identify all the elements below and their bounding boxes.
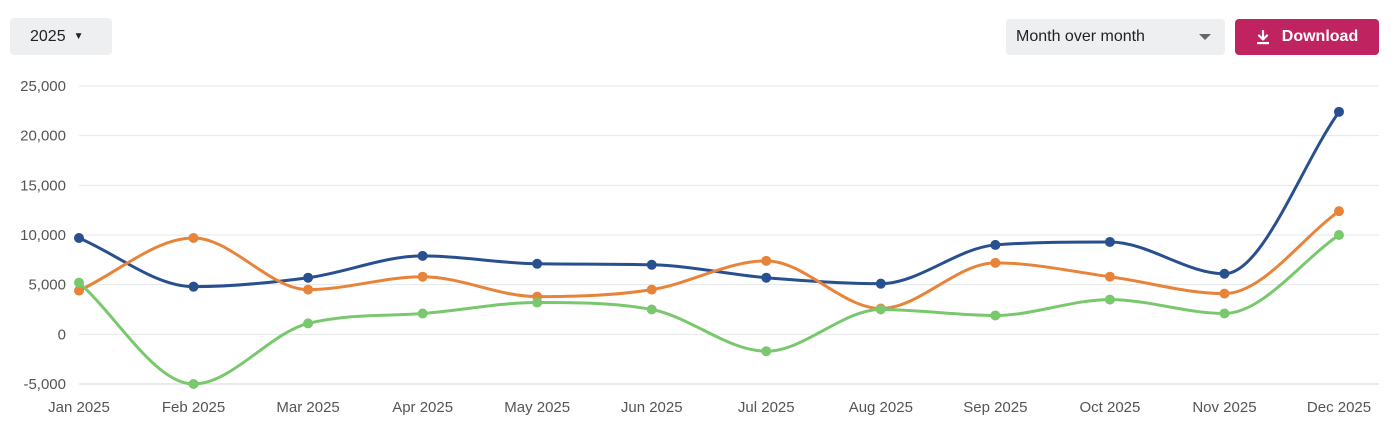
data-point[interactable] bbox=[761, 346, 772, 357]
data-point[interactable] bbox=[646, 259, 657, 270]
series-line-3 bbox=[77, 233, 1341, 386]
data-point[interactable] bbox=[188, 232, 199, 243]
x-tick-label: Aug 2025 bbox=[849, 399, 913, 416]
data-point[interactable] bbox=[761, 255, 772, 266]
data-point[interactable] bbox=[417, 271, 428, 282]
data-point[interactable] bbox=[875, 304, 886, 315]
x-tick-label: Mar 2025 bbox=[276, 399, 339, 416]
data-point[interactable] bbox=[532, 297, 543, 308]
data-point[interactable] bbox=[990, 257, 1001, 268]
year-dropdown[interactable]: 2025 ▼ bbox=[10, 18, 112, 55]
x-axis: Jan 2025 Feb 2025 Mar 2025 Apr 2025 May 2025… bbox=[48, 399, 1371, 416]
data-point[interactable] bbox=[1104, 271, 1115, 282]
download-button-label: Download bbox=[1281, 28, 1359, 45]
y-tick-label: 0 bbox=[58, 326, 66, 343]
data-point[interactable] bbox=[1219, 308, 1230, 319]
data-point[interactable] bbox=[1334, 106, 1344, 117]
data-point[interactable] bbox=[990, 239, 1001, 250]
y-tick-label: -5,000 bbox=[23, 376, 66, 393]
download-icon bbox=[1256, 29, 1270, 45]
y-axis: 25,000 20,000 15,000 10,000 5,000 0 -5,000 bbox=[20, 78, 66, 393]
x-tick-label: Jul 2025 bbox=[738, 399, 795, 416]
data-point[interactable] bbox=[188, 281, 199, 292]
comparison-mode-label: Month over month bbox=[1016, 28, 1145, 45]
y-tick-label: 25,000 bbox=[20, 78, 66, 95]
data-point[interactable] bbox=[303, 284, 314, 295]
y-tick-label: 5,000 bbox=[28, 277, 66, 294]
series-line-1 bbox=[77, 110, 1341, 289]
x-tick-label: Dec 2025 bbox=[1307, 399, 1371, 416]
data-point[interactable] bbox=[74, 232, 84, 243]
data-point[interactable] bbox=[532, 258, 543, 269]
data-point[interactable] bbox=[646, 284, 657, 295]
data-point[interactable] bbox=[303, 318, 314, 329]
series-line-2 bbox=[77, 209, 1341, 311]
data-point[interactable] bbox=[646, 304, 657, 315]
x-tick-label: Feb 2025 bbox=[162, 399, 225, 416]
download-button[interactable]: Download bbox=[1235, 19, 1379, 55]
data-point[interactable] bbox=[417, 250, 428, 261]
comparison-mode-dropdown[interactable]: Month over month bbox=[1006, 19, 1225, 55]
y-tick-label: 15,000 bbox=[20, 177, 66, 194]
year-dropdown-label: 2025 bbox=[30, 27, 66, 45]
y-tick-label: 20,000 bbox=[20, 128, 66, 145]
data-point[interactable] bbox=[875, 278, 886, 289]
chart-points bbox=[74, 106, 1344, 389]
x-tick-label: Sep 2025 bbox=[963, 399, 1027, 416]
data-point[interactable] bbox=[1104, 294, 1115, 305]
data-point[interactable] bbox=[1219, 268, 1230, 279]
caret-down-icon: ▼ bbox=[73, 31, 84, 42]
data-point[interactable] bbox=[303, 272, 314, 283]
data-point[interactable] bbox=[188, 379, 199, 389]
data-point[interactable] bbox=[1334, 230, 1344, 240]
x-tick-label: Jun 2025 bbox=[621, 399, 683, 416]
chevron-down-icon bbox=[1199, 34, 1211, 40]
x-tick-label: Nov 2025 bbox=[1192, 399, 1256, 416]
chart-series bbox=[77, 110, 1341, 386]
data-point[interactable] bbox=[1104, 236, 1115, 247]
data-point[interactable] bbox=[761, 272, 772, 283]
x-tick-label: Apr 2025 bbox=[392, 399, 453, 416]
data-point[interactable] bbox=[417, 308, 428, 319]
data-point[interactable] bbox=[1219, 288, 1230, 299]
y-tick-label: 10,000 bbox=[20, 227, 66, 244]
data-point[interactable] bbox=[990, 310, 1001, 321]
x-tick-label: Oct 2025 bbox=[1079, 399, 1140, 416]
data-point[interactable] bbox=[74, 285, 84, 296]
data-point[interactable] bbox=[74, 277, 84, 288]
x-tick-label: Jan 2025 bbox=[48, 399, 110, 416]
data-point[interactable] bbox=[1334, 206, 1344, 217]
x-tick-label: May 2025 bbox=[504, 399, 570, 416]
